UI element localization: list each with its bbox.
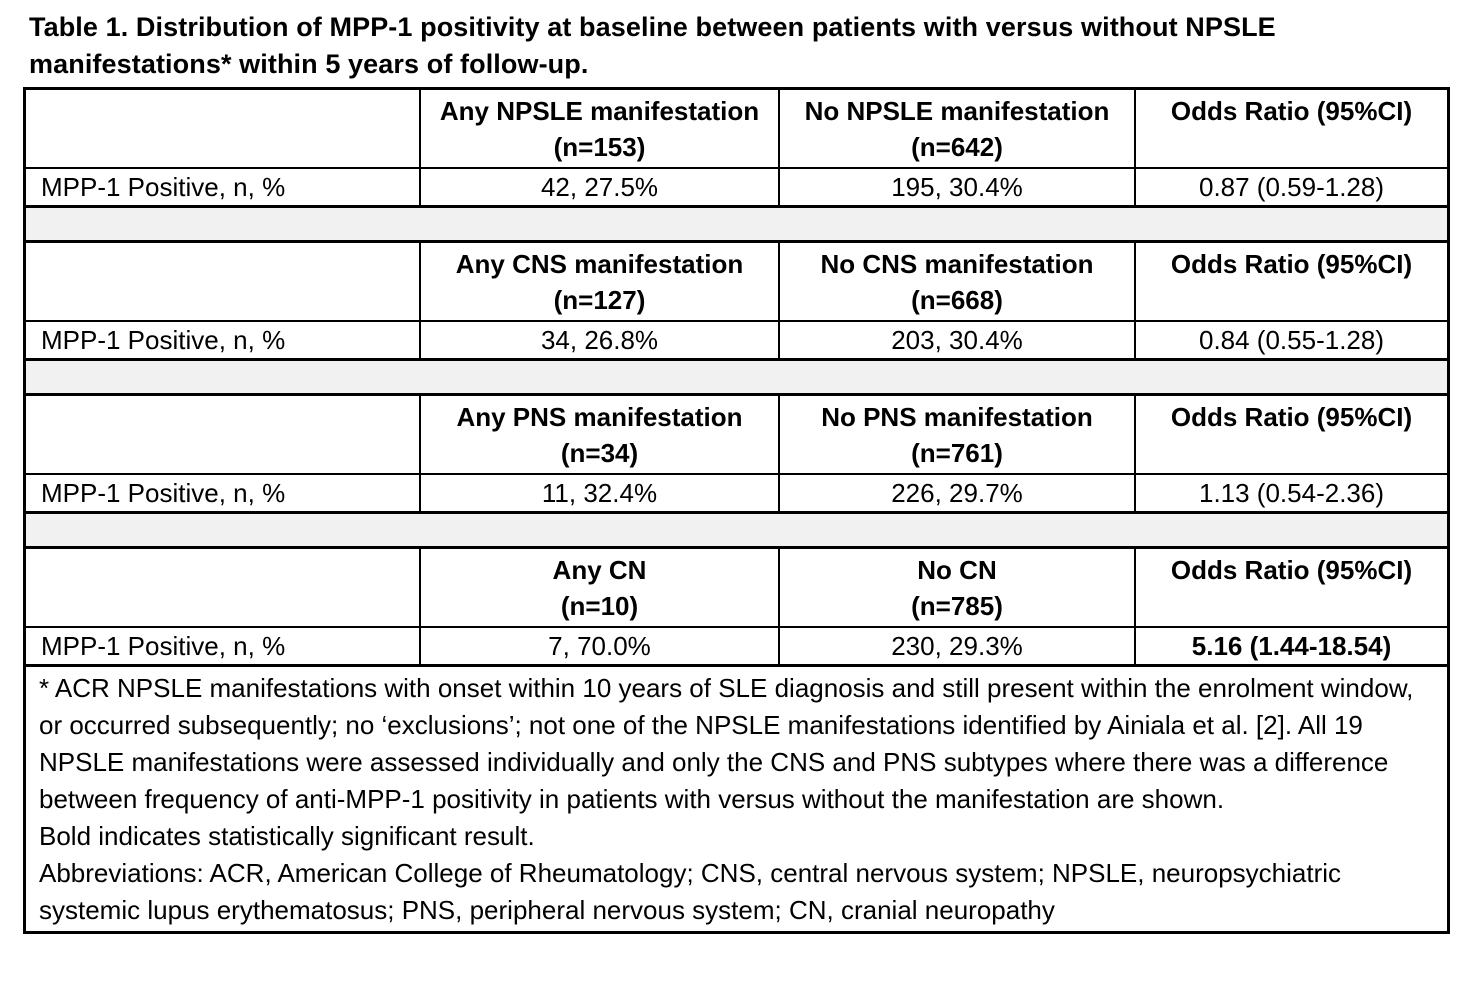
- header-empty-cell: [26, 549, 421, 626]
- row-label: MPP-1 Positive, n, %: [26, 169, 421, 205]
- odds-ratio-header-label: Odds Ratio (95%CI): [1170, 249, 1413, 279]
- odds-ratio-header-label: Odds Ratio (95%CI): [1170, 96, 1413, 126]
- comparator-n-label: (n=668): [911, 285, 1003, 315]
- data-row-npsle: MPP-1 Positive, n, % 42, 27.5% 195, 30.4…: [26, 169, 1447, 208]
- comparator-header-label: No PNS manifestation: [821, 402, 1093, 432]
- header-no-cn: No CN (n=785): [780, 549, 1136, 626]
- header-odds-ratio: Odds Ratio (95%CI): [1136, 396, 1447, 473]
- data-row-cn: MPP-1 Positive, n, % 7, 70.0% 230, 29.3%…: [26, 628, 1447, 667]
- comparator-header-label: No CN: [917, 555, 997, 585]
- group-header-label: Any NPSLE manifestation: [439, 96, 760, 126]
- table-footnote: * ACR NPSLE manifestations with onset wi…: [26, 667, 1447, 931]
- header-empty-cell: [26, 396, 421, 473]
- header-any-npsle: Any NPSLE manifestation (n=153): [421, 90, 780, 167]
- odds-ratio-value: 0.87 (0.59-1.28): [1198, 171, 1384, 202]
- section-npsle-header-row: Any NPSLE manifestation (n=153) No NPSLE…: [26, 90, 1447, 169]
- header-empty-cell: [26, 243, 421, 320]
- header-any-pns: Any PNS manifestation (n=34): [421, 396, 780, 473]
- group-header-label: Any PNS manifestation: [456, 402, 743, 432]
- comparator-header-label: No NPSLE manifestation: [804, 96, 1110, 126]
- comparator-value: 230, 29.3%: [780, 628, 1136, 664]
- section-cns-header-row: Any CNS manifestation (n=127) No CNS man…: [26, 243, 1447, 322]
- row-label: MPP-1 Positive, n, %: [26, 322, 421, 358]
- comparator-value: 195, 30.4%: [780, 169, 1136, 205]
- group-n-label: (n=127): [553, 285, 646, 315]
- group-header-label: Any CNS manifestation: [455, 249, 744, 279]
- group-value: 42, 27.5%: [421, 169, 780, 205]
- data-row-pns: MPP-1 Positive, n, % 11, 32.4% 226, 29.7…: [26, 475, 1447, 514]
- odds-ratio-value: 5.16 (1.44-18.54): [1191, 630, 1392, 661]
- odds-ratio-value: 1.13 (0.54-2.36): [1198, 477, 1384, 508]
- table-title-line1: Table 1. Distribution of MPP-1 positivit…: [29, 12, 1276, 42]
- comparator-n-label: (n=761): [911, 438, 1003, 468]
- header-odds-ratio: Odds Ratio (95%CI): [1136, 549, 1447, 626]
- group-value: 34, 26.8%: [421, 322, 780, 358]
- header-empty-cell: [26, 90, 421, 167]
- header-no-pns: No PNS manifestation (n=761): [780, 396, 1136, 473]
- group-n-label: (n=10): [560, 591, 639, 621]
- group-value: 11, 32.4%: [421, 475, 780, 511]
- group-n-label: (n=153): [553, 132, 646, 162]
- comparator-n-label: (n=642): [911, 132, 1003, 162]
- footnote-abbreviations: Abbreviations: ACR, American College of …: [39, 858, 1342, 925]
- group-header-label: Any CN: [552, 555, 647, 585]
- row-label: MPP-1 Positive, n, %: [26, 628, 421, 664]
- footnote-definitions: * ACR NPSLE manifestations with onset wi…: [39, 673, 1414, 814]
- comparator-value: 226, 29.7%: [780, 475, 1136, 511]
- data-row-cns: MPP-1 Positive, n, % 34, 26.8% 203, 30.4…: [26, 322, 1447, 361]
- section-pns-header-row: Any PNS manifestation (n=34) No PNS mani…: [26, 396, 1447, 475]
- header-odds-ratio: Odds Ratio (95%CI): [1136, 90, 1447, 167]
- header-no-npsle: No NPSLE manifestation (n=642): [780, 90, 1136, 167]
- section-cn-header-row: Any CN (n=10) No CN (n=785) Odds Ratio (…: [26, 549, 1447, 628]
- row-label: MPP-1 Positive, n, %: [26, 475, 421, 511]
- table-1: Any NPSLE manifestation (n=153) No NPSLE…: [23, 87, 1450, 934]
- spacer-row: [26, 514, 1447, 549]
- comparator-header-label: No CNS manifestation: [820, 249, 1094, 279]
- header-no-cns: No CNS manifestation (n=668): [780, 243, 1136, 320]
- comparator-value: 203, 30.4%: [780, 322, 1136, 358]
- table-title: Table 1. Distribution of MPP-1 positivit…: [0, 0, 1472, 87]
- comparator-n-label: (n=785): [911, 591, 1003, 621]
- footnote-bold-note: Bold indicates statistically significant…: [39, 821, 535, 851]
- group-value: 7, 70.0%: [421, 628, 780, 664]
- odds-ratio-header-label: Odds Ratio (95%CI): [1170, 402, 1413, 432]
- header-any-cn: Any CN (n=10): [421, 549, 780, 626]
- odds-ratio-header-label: Odds Ratio (95%CI): [1170, 555, 1413, 585]
- header-any-cns: Any CNS manifestation (n=127): [421, 243, 780, 320]
- header-odds-ratio: Odds Ratio (95%CI): [1136, 243, 1447, 320]
- spacer-row: [26, 208, 1447, 243]
- odds-ratio-value: 0.84 (0.55-1.28): [1198, 324, 1384, 355]
- table-title-line2: manifestations* within 5 years of follow…: [29, 49, 589, 79]
- group-n-label: (n=34): [560, 438, 639, 468]
- spacer-row: [26, 361, 1447, 396]
